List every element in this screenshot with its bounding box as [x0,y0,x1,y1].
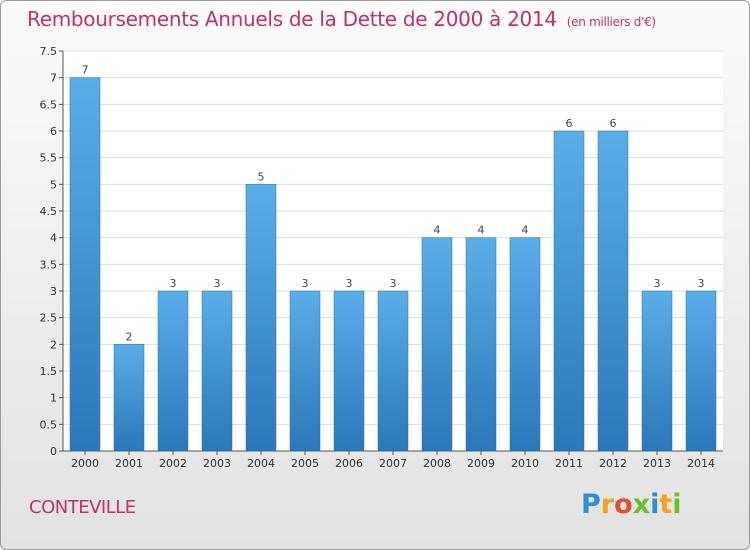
logo-letter: t [659,489,673,520]
bar [333,290,365,452]
x-tick-label: 2004 [247,457,275,470]
x-tick-label: 2001 [115,457,143,470]
bar-value-label: 4 [434,224,441,237]
y-tick-label: 1.5 [40,365,58,378]
y-tick-label: 6.5 [40,98,58,111]
bar-value-label: 5 [258,170,265,183]
bar [377,290,409,452]
y-tick-label: 2 [50,338,57,351]
x-tick-label: 2005 [291,457,319,470]
bar [685,290,717,452]
x-tick-label: 2010 [511,457,539,470]
bar [597,130,629,452]
bar [201,290,233,452]
x-tick-label: 2013 [643,457,671,470]
bar-value-label: 3 [346,277,353,290]
bar [641,290,673,452]
bar-value-label: 3 [390,277,397,290]
bar-value-label: 3 [698,277,705,290]
logo-letter: i [650,489,660,520]
logo-letter: x [632,489,651,520]
x-tick-label: 2007 [379,457,407,470]
bar [465,237,497,452]
x-tick-label: 2012 [599,457,627,470]
bar-value-label: 4 [478,224,485,237]
chart-title-text: Remboursements Annuels de la Dette de 20… [27,7,557,31]
y-tick-label: 5.5 [40,152,58,165]
y-tick-label: 0.5 [40,418,58,431]
bar-value-label: 7 [82,64,89,77]
y-tick-label: 5 [50,178,57,191]
y-tick-label: 7.5 [40,45,58,58]
bar [553,130,585,452]
x-tick-label: 2006 [335,457,363,470]
bar [509,237,541,452]
logo-letter: i [672,489,682,520]
y-tick-label: 4 [50,232,57,245]
y-tick-label: 3 [50,285,57,298]
chart-title: Remboursements Annuels de la Dette de 20… [27,7,656,31]
y-tick-label: 6 [50,125,57,138]
x-tick-label: 2009 [467,457,495,470]
y-tick-label: 7 [50,72,57,85]
bar-value-label: 2 [126,330,133,343]
bar [157,290,189,452]
bar [113,344,145,452]
bar [69,77,101,452]
x-tick-label: 2014 [687,457,715,470]
bar-value-label: 4 [522,224,529,237]
x-tick-label: 2003 [203,457,231,470]
bar-value-label: 6 [610,117,617,130]
logo-letter: o [614,489,633,520]
y-tick-label: 2.5 [40,312,58,325]
chart-unit-note: (en milliers d'€) [566,15,656,29]
y-tick-label: 3.5 [40,258,58,271]
logo-letter: r [600,489,615,520]
x-tick-label: 2002 [159,457,187,470]
bar [421,237,453,452]
bar [245,184,277,452]
bar-value-label: 3 [170,277,177,290]
x-tick-label: 2000 [71,457,99,470]
bar-value-label: 3 [302,277,309,290]
bar-value-label: 6 [566,117,573,130]
x-tick-label: 2011 [555,457,583,470]
logo-letter: P [581,489,601,520]
y-tick-label: 1 [50,392,57,405]
bar-value-label: 3 [654,277,661,290]
commune-name: CONTEVILLE [29,497,136,518]
y-tick-label: 4.5 [40,205,58,218]
proxiti-logo: Proxiti [581,489,682,520]
bar [289,290,321,452]
y-tick-label: 0 [50,445,57,458]
bar-value-label: 3 [214,277,221,290]
x-tick-label: 2008 [423,457,451,470]
